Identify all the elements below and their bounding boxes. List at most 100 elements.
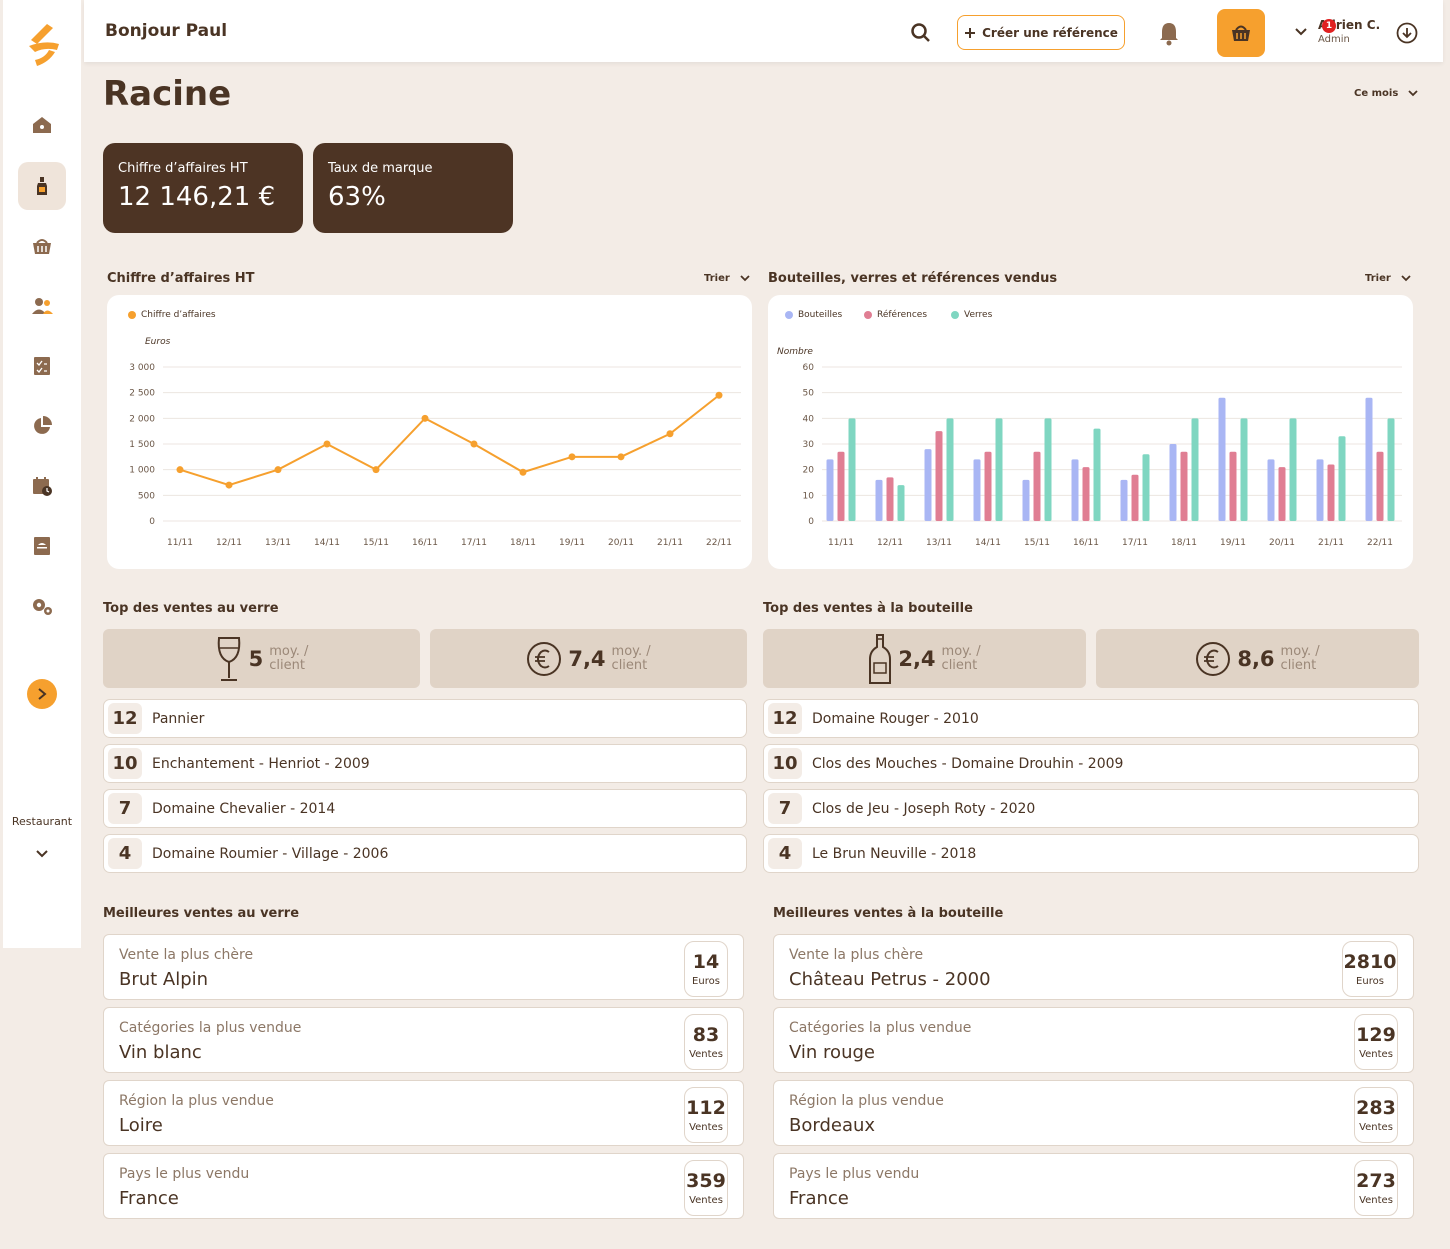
checklist-icon: [34, 357, 50, 375]
count-value: 83: [692, 1024, 720, 1046]
x-tick-label: 13/11: [265, 538, 291, 548]
bar: [1376, 451, 1384, 521]
list-item[interactable]: 12 Pannier: [103, 699, 747, 738]
x-tick-label: 20/11: [608, 538, 634, 548]
greeting: Bonjour Paul: [105, 21, 228, 41]
bar: [1387, 418, 1395, 521]
create-reference-button[interactable]: Créer une référence: [957, 15, 1125, 50]
kpi-label: Taux de marque: [328, 161, 433, 176]
best-sale-card: Pays le plus vendu France 359 Ventes: [103, 1153, 744, 1219]
data-point: [323, 440, 331, 448]
bar: [995, 418, 1003, 521]
bar: [837, 451, 845, 521]
count-unit: Ventes: [1359, 1195, 1393, 1206]
item-name: Clos des Mouches - Domaine Drouhin - 200…: [812, 755, 1124, 772]
x-tick-label: 15/11: [363, 538, 389, 548]
bar: [1191, 418, 1199, 521]
sort-select[interactable]: Trier: [704, 273, 750, 284]
sidebar: Restaurant: [3, 0, 81, 948]
sidebar-item-home[interactable]: [18, 101, 66, 149]
list-item[interactable]: 7 Clos de Jeu - Joseph Roty - 2020: [763, 789, 1419, 828]
list-item[interactable]: 7 Domaine Chevalier - 2014: [103, 789, 747, 828]
sidebar-item-basket[interactable]: [18, 222, 66, 270]
bar: [984, 451, 992, 521]
sidebar-item-users[interactable]: [18, 282, 66, 330]
best-sale-value: France: [789, 1188, 849, 1209]
expand-sidebar-button[interactable]: [27, 679, 57, 709]
period-select[interactable]: Ce mois: [1354, 88, 1418, 99]
stat-value: 5: [248, 646, 264, 671]
data-point: [421, 414, 429, 422]
item-name: Domaine Roumier - Village - 2006: [152, 845, 389, 862]
sidebar-item-settings[interactable]: [18, 582, 66, 630]
best-sale-value: Vin rouge: [789, 1042, 875, 1063]
bell-icon[interactable]: [1157, 20, 1181, 46]
legend-item: Verres: [951, 310, 992, 320]
best-sale-label: Pays le plus vendu: [119, 1166, 250, 1182]
sidebar-item-stats[interactable]: [18, 402, 66, 450]
basket-button[interactable]: [1217, 9, 1265, 57]
bar: [886, 477, 894, 521]
list-item[interactable]: 10 Enchantement - Henriot - 2009: [103, 744, 747, 783]
search-icon[interactable]: [910, 22, 932, 44]
stat-unit: moy. /: [269, 643, 309, 659]
restaurant-select[interactable]: [32, 846, 52, 862]
y-tick-label: 50: [803, 389, 815, 399]
best-sale-card: Région la plus vendue Bordeaux 283 Vente…: [773, 1080, 1414, 1146]
list-item[interactable]: 10 Clos des Mouches - Domaine Drouhin - …: [763, 744, 1419, 783]
bar: [897, 485, 905, 521]
count-value: 359: [686, 1170, 726, 1192]
euro-icon: [1196, 641, 1231, 676]
bar: [1316, 459, 1324, 521]
settings-icon: [33, 599, 52, 615]
sort-label: Trier: [704, 273, 730, 284]
x-tick-label: 22/11: [1367, 538, 1393, 548]
best-sale-count: 359 Ventes: [684, 1160, 728, 1216]
best-sale-label: Vente la plus chère: [119, 947, 254, 963]
best-verre-title: Meilleures ventes au verre: [103, 906, 300, 921]
best-sale-count: 273 Ventes: [1354, 1160, 1398, 1216]
sidebar-item-checklist[interactable]: [18, 342, 66, 390]
sort-select[interactable]: Trier: [1365, 273, 1411, 284]
list-item[interactable]: 4 Domaine Roumier - Village - 2006: [103, 834, 747, 873]
sort-label: Trier: [1365, 273, 1391, 284]
best-sale-value: Brut Alpin: [119, 969, 209, 990]
data-point: [666, 430, 674, 438]
download-icon[interactable]: [1396, 22, 1418, 44]
series-line: [179, 394, 720, 487]
chevron-down-icon: [740, 275, 750, 282]
bar: [1071, 459, 1079, 521]
bar: [1120, 479, 1128, 521]
chevron-down-icon[interactable]: [1293, 25, 1309, 39]
sidebar-item-calendar[interactable]: [18, 462, 66, 510]
legend-item: Références: [864, 310, 927, 320]
bar: [1022, 479, 1030, 521]
x-tick-label: 21/11: [657, 538, 683, 548]
sidebar-item-menu[interactable]: [18, 522, 66, 570]
menu-book-icon: [34, 537, 50, 555]
basket-icon: [33, 239, 51, 254]
legend-item: Chiffre d’affaires: [128, 310, 216, 320]
kpi-label: Chiffre d’affaires HT: [118, 161, 248, 176]
item-name: Pannier: [152, 710, 205, 727]
best-sale-label: Pays le plus vendu: [789, 1166, 920, 1182]
stat-unit: moy. /: [1280, 643, 1320, 659]
x-tick-label: 11/11: [828, 538, 854, 548]
count-unit: Ventes: [689, 1195, 723, 1206]
rank-badge: 7: [108, 793, 142, 824]
sales-chart-card: Bouteilles Références Verres 0 10 20 30 40 50…: [768, 295, 1413, 569]
bar: [973, 459, 981, 521]
best-sale-count: 2810 Euros: [1342, 941, 1398, 997]
bar: [1278, 467, 1286, 521]
count-unit: Ventes: [1359, 1122, 1393, 1133]
best-sale-card: Catégories la plus vendue Vin blanc 83 V…: [103, 1007, 744, 1073]
stat-value: 2,4: [898, 646, 936, 671]
list-item[interactable]: 12 Domaine Rouger - 2010: [763, 699, 1419, 738]
y-tick-label: 10: [803, 491, 815, 501]
list-item[interactable]: 4 Le Brun Neuville - 2018: [763, 834, 1419, 873]
legend-label: Références: [877, 310, 928, 320]
best-sale-value: Vin blanc: [119, 1042, 202, 1063]
legend-dot: [951, 311, 959, 319]
legend-dot: [128, 311, 136, 319]
sidebar-item-bottles[interactable]: [18, 162, 66, 210]
